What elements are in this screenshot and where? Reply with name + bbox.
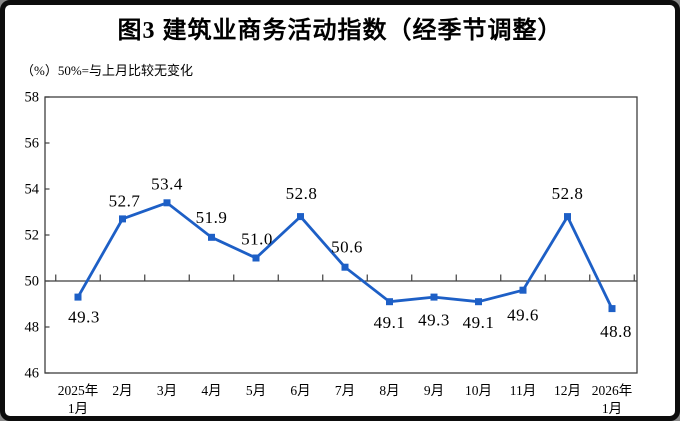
- y-axis-label: 48: [25, 320, 40, 336]
- x-axis-label: 3月: [157, 383, 177, 398]
- x-axis-label: 6月: [290, 383, 310, 398]
- data-point-marker: [430, 293, 438, 301]
- data-label: 49.6: [507, 306, 539, 325]
- data-label: 48.8: [600, 322, 632, 341]
- y-axis-label: 56: [25, 136, 40, 152]
- data-point-marker: [74, 293, 82, 301]
- x-axis-label: 4月: [201, 383, 221, 398]
- y-axis-label: 50: [25, 274, 40, 290]
- data-label: 51.9: [196, 208, 228, 227]
- x-axis-label: 2025年 1月: [58, 383, 99, 416]
- y-axis-label: 54: [25, 182, 40, 198]
- data-point-marker: [297, 213, 304, 221]
- line-chart: 58 56 54 52 50 48 46 2025年 1月 2月 3月 4月 5月 6月 7月 8月 9月 10月…: [25, 90, 638, 416]
- y-axis-label: 58: [25, 90, 40, 106]
- data-label: 52.7: [109, 191, 141, 210]
- data-point-marker: [386, 298, 393, 306]
- data-label: 49.3: [418, 311, 450, 330]
- x-axis-label: 2月: [112, 383, 132, 398]
- x-axis-label: 5月: [246, 383, 266, 398]
- x-axis-label: 12月: [554, 383, 581, 398]
- x-axis-label: 8月: [379, 383, 399, 398]
- data-point-marker: [519, 286, 527, 294]
- data-label: 53.4: [151, 174, 183, 193]
- x-axis-label: 11月: [510, 383, 537, 398]
- x-axis-label: 9月: [424, 383, 444, 398]
- y-axis-label: 52: [25, 228, 40, 244]
- chart-title: 图3 建筑业商务活动指数（经季节调整）: [117, 18, 563, 44]
- data-point-marker: [208, 233, 215, 241]
- data-point-marker: [475, 298, 482, 306]
- data-label: 52.8: [552, 184, 584, 203]
- data-point-marker: [608, 305, 616, 313]
- plot-border: [44, 96, 638, 374]
- data-label: 51.0: [241, 230, 273, 249]
- data-label: 49.1: [463, 313, 495, 332]
- data-label: 50.6: [331, 238, 363, 257]
- data-label: 49.3: [68, 308, 100, 327]
- x-axis-label: 7月: [335, 383, 355, 398]
- x-axis-label: 2026年 1月: [592, 383, 633, 416]
- data-point-marker: [564, 213, 571, 221]
- data-point-marker: [119, 215, 126, 223]
- data-point-marker: [341, 263, 349, 271]
- y-axis-label: 46: [25, 366, 40, 382]
- data-point-marker: [163, 199, 171, 207]
- x-axis-label: 10月: [465, 383, 492, 398]
- data-label: 49.1: [374, 313, 406, 332]
- axis-unit-note: （%）50%=与上月比较无变化: [21, 63, 193, 78]
- data-point-marker: [252, 254, 260, 262]
- data-label: 52.8: [286, 184, 318, 203]
